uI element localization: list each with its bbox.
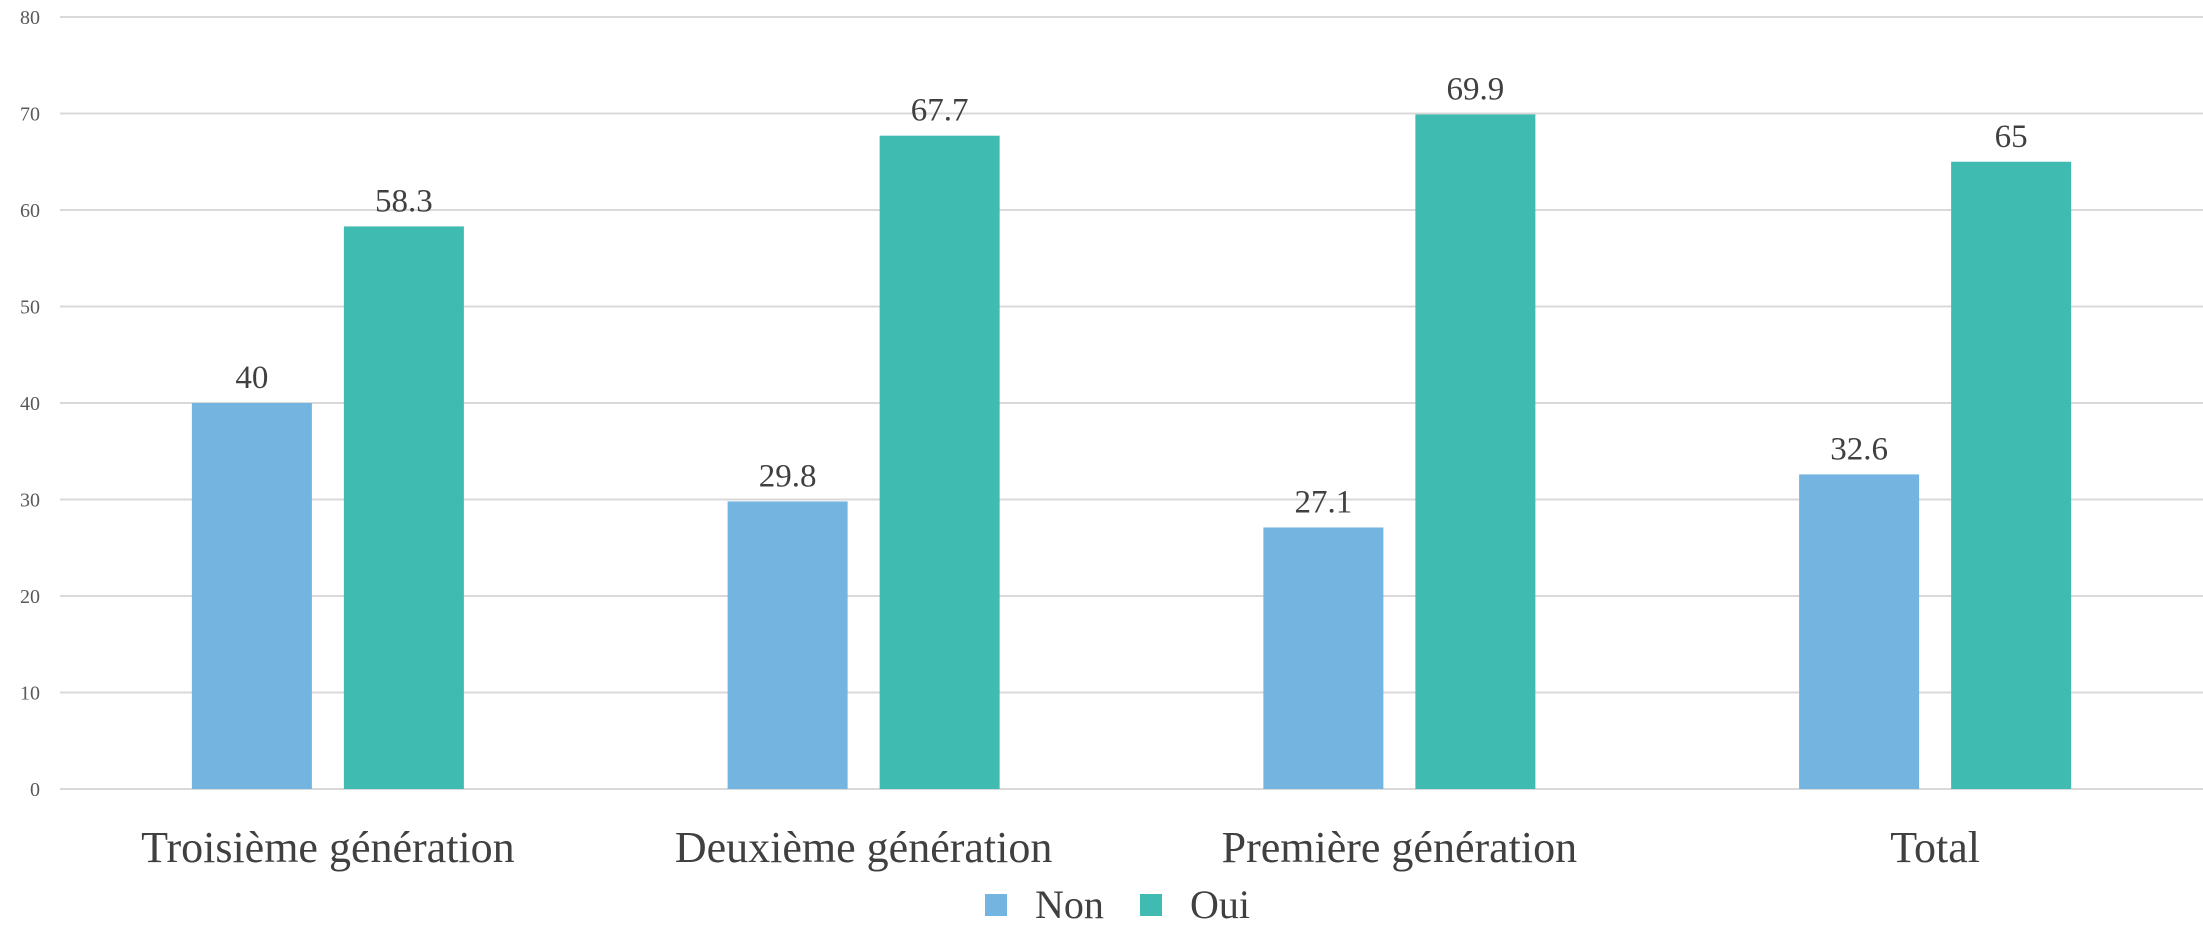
y-tick-label: 10 — [20, 683, 40, 705]
y-tick-label: 30 — [20, 490, 40, 512]
category-label: Troisième génération — [141, 823, 515, 872]
data-label: 67.7 — [911, 93, 969, 129]
data-label: 32.6 — [1830, 431, 1888, 467]
legend-label-non: Non — [1035, 882, 1104, 927]
data-label: 65 — [1995, 119, 2028, 155]
y-tick-label: 50 — [20, 297, 40, 319]
category-label: Total — [1890, 823, 1980, 872]
bars — [191, 114, 2072, 790]
y-tick-label: 0 — [30, 779, 40, 801]
legend-swatch-non — [985, 894, 1007, 916]
bar-oui — [1951, 161, 2072, 789]
y-tick-label: 60 — [20, 200, 40, 222]
data-label: 69.9 — [1447, 71, 1505, 107]
data-label: 27.1 — [1295, 484, 1353, 520]
category-labels: Troisième génération Deuxième génération P… — [141, 823, 1980, 872]
data-label: 58.3 — [375, 183, 433, 219]
y-axis-ticks: 0 10 20 30 40 50 60 70 80 — [20, 7, 40, 801]
legend-swatch-oui — [1140, 894, 1162, 916]
bar-non — [727, 501, 848, 789]
data-label: 40 — [235, 360, 268, 396]
data-labels: 40 58.3 29.8 67.7 27.1 69.9 32.6 65 — [235, 71, 2027, 520]
bar-non — [191, 403, 312, 789]
legend-label-oui: Oui — [1190, 882, 1250, 927]
bar-oui — [343, 226, 464, 789]
y-tick-label: 80 — [20, 7, 40, 29]
y-tick-label: 40 — [20, 393, 40, 415]
bar-non — [1799, 474, 1920, 789]
category-label: Première génération — [1222, 823, 1578, 872]
bar-non — [1263, 527, 1384, 789]
y-tick-label: 70 — [20, 104, 40, 126]
bar-oui — [879, 135, 1000, 789]
legend: Non Oui — [985, 882, 1250, 927]
data-label: 29.8 — [759, 458, 817, 494]
category-label: Deuxième génération — [675, 823, 1053, 872]
y-tick-label: 20 — [20, 586, 40, 608]
bar-oui — [1415, 114, 1536, 790]
